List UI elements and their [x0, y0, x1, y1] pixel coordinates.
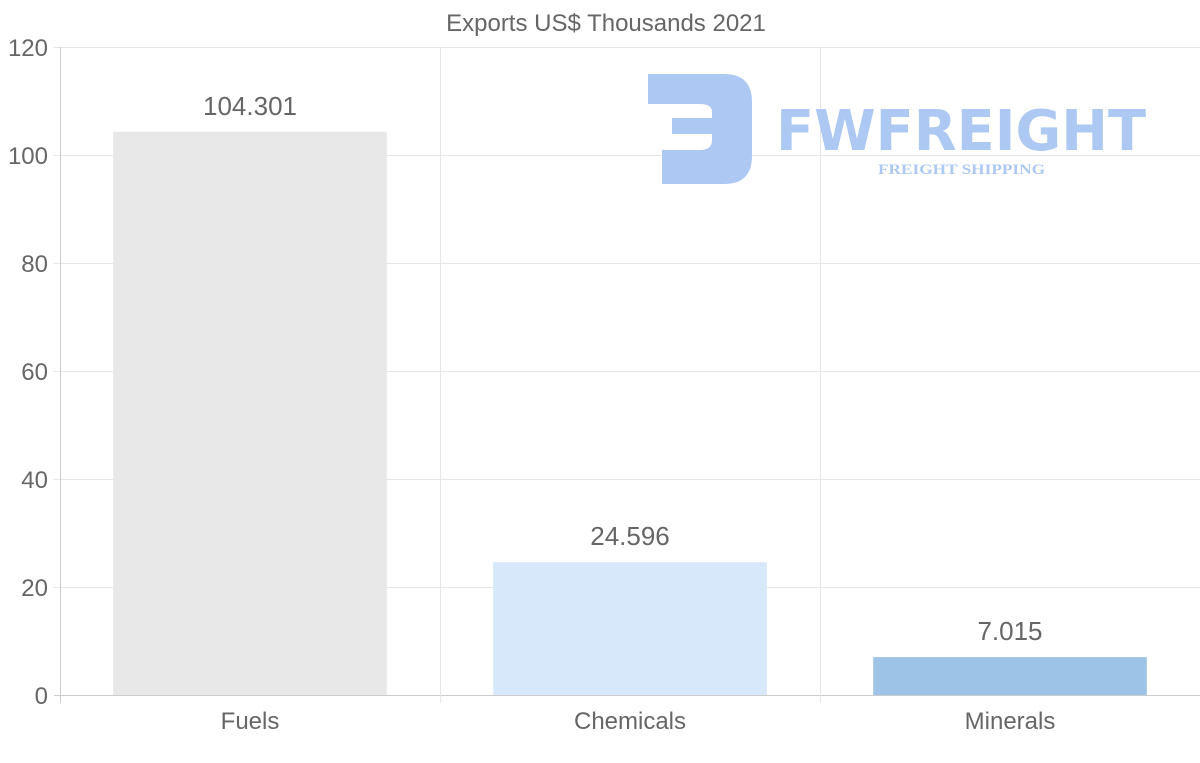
watermark-logo: FWFREIGHT FREIGHT SHIPPING	[648, 74, 1146, 184]
y-tick-label: 80	[21, 251, 48, 278]
x-axis-ticks: Fuels Chemicals Minerals	[221, 708, 1056, 735]
x-tick-label-fuels: Fuels	[221, 708, 280, 735]
watermark-name: FWFREIGHT	[776, 99, 1146, 164]
data-label-chemicals: 24.596	[590, 521, 670, 551]
fwfreight-logo-icon	[648, 74, 752, 184]
bar-fuels	[113, 131, 387, 695]
y-tick-label: 100	[8, 143, 48, 170]
y-tick-label: 120	[8, 35, 48, 62]
bars: 104.301 24.596 7.015	[113, 91, 1147, 695]
x-tick-label-minerals: Minerals	[965, 708, 1056, 735]
watermark-tagline: FREIGHT SHIPPING	[878, 162, 1045, 178]
bar-chemicals	[493, 562, 767, 695]
bar-minerals	[873, 657, 1147, 695]
y-tick-label: 20	[21, 575, 48, 602]
y-tick-label: 40	[21, 467, 48, 494]
x-tick-label-chemicals: Chemicals	[574, 708, 686, 735]
chart-title: Exports US$ Thousands 2021	[446, 10, 766, 37]
data-label-minerals: 7.015	[977, 616, 1042, 646]
y-axis-ticks: 0 20 40 60 80 100 120	[8, 35, 48, 710]
data-label-fuels: 104.301	[203, 91, 297, 121]
y-tick-label: 60	[21, 359, 48, 386]
y-tick-label: 0	[35, 683, 48, 710]
